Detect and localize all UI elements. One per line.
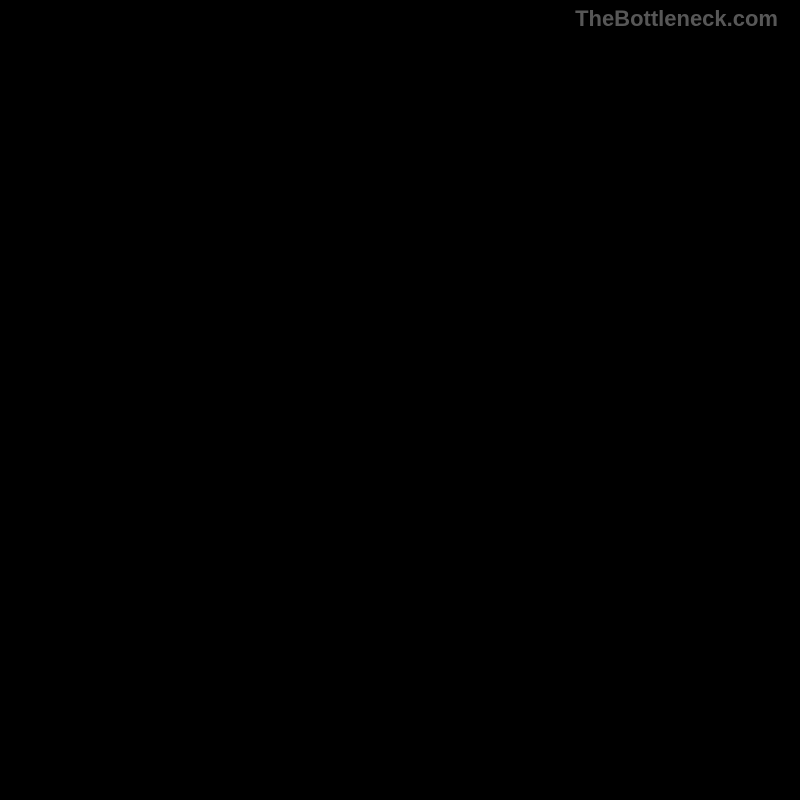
chart-container: TheBottleneck.com: [0, 0, 800, 800]
watermark-text: TheBottleneck.com: [575, 6, 778, 32]
bottleneck-heatmap: [0, 0, 800, 800]
